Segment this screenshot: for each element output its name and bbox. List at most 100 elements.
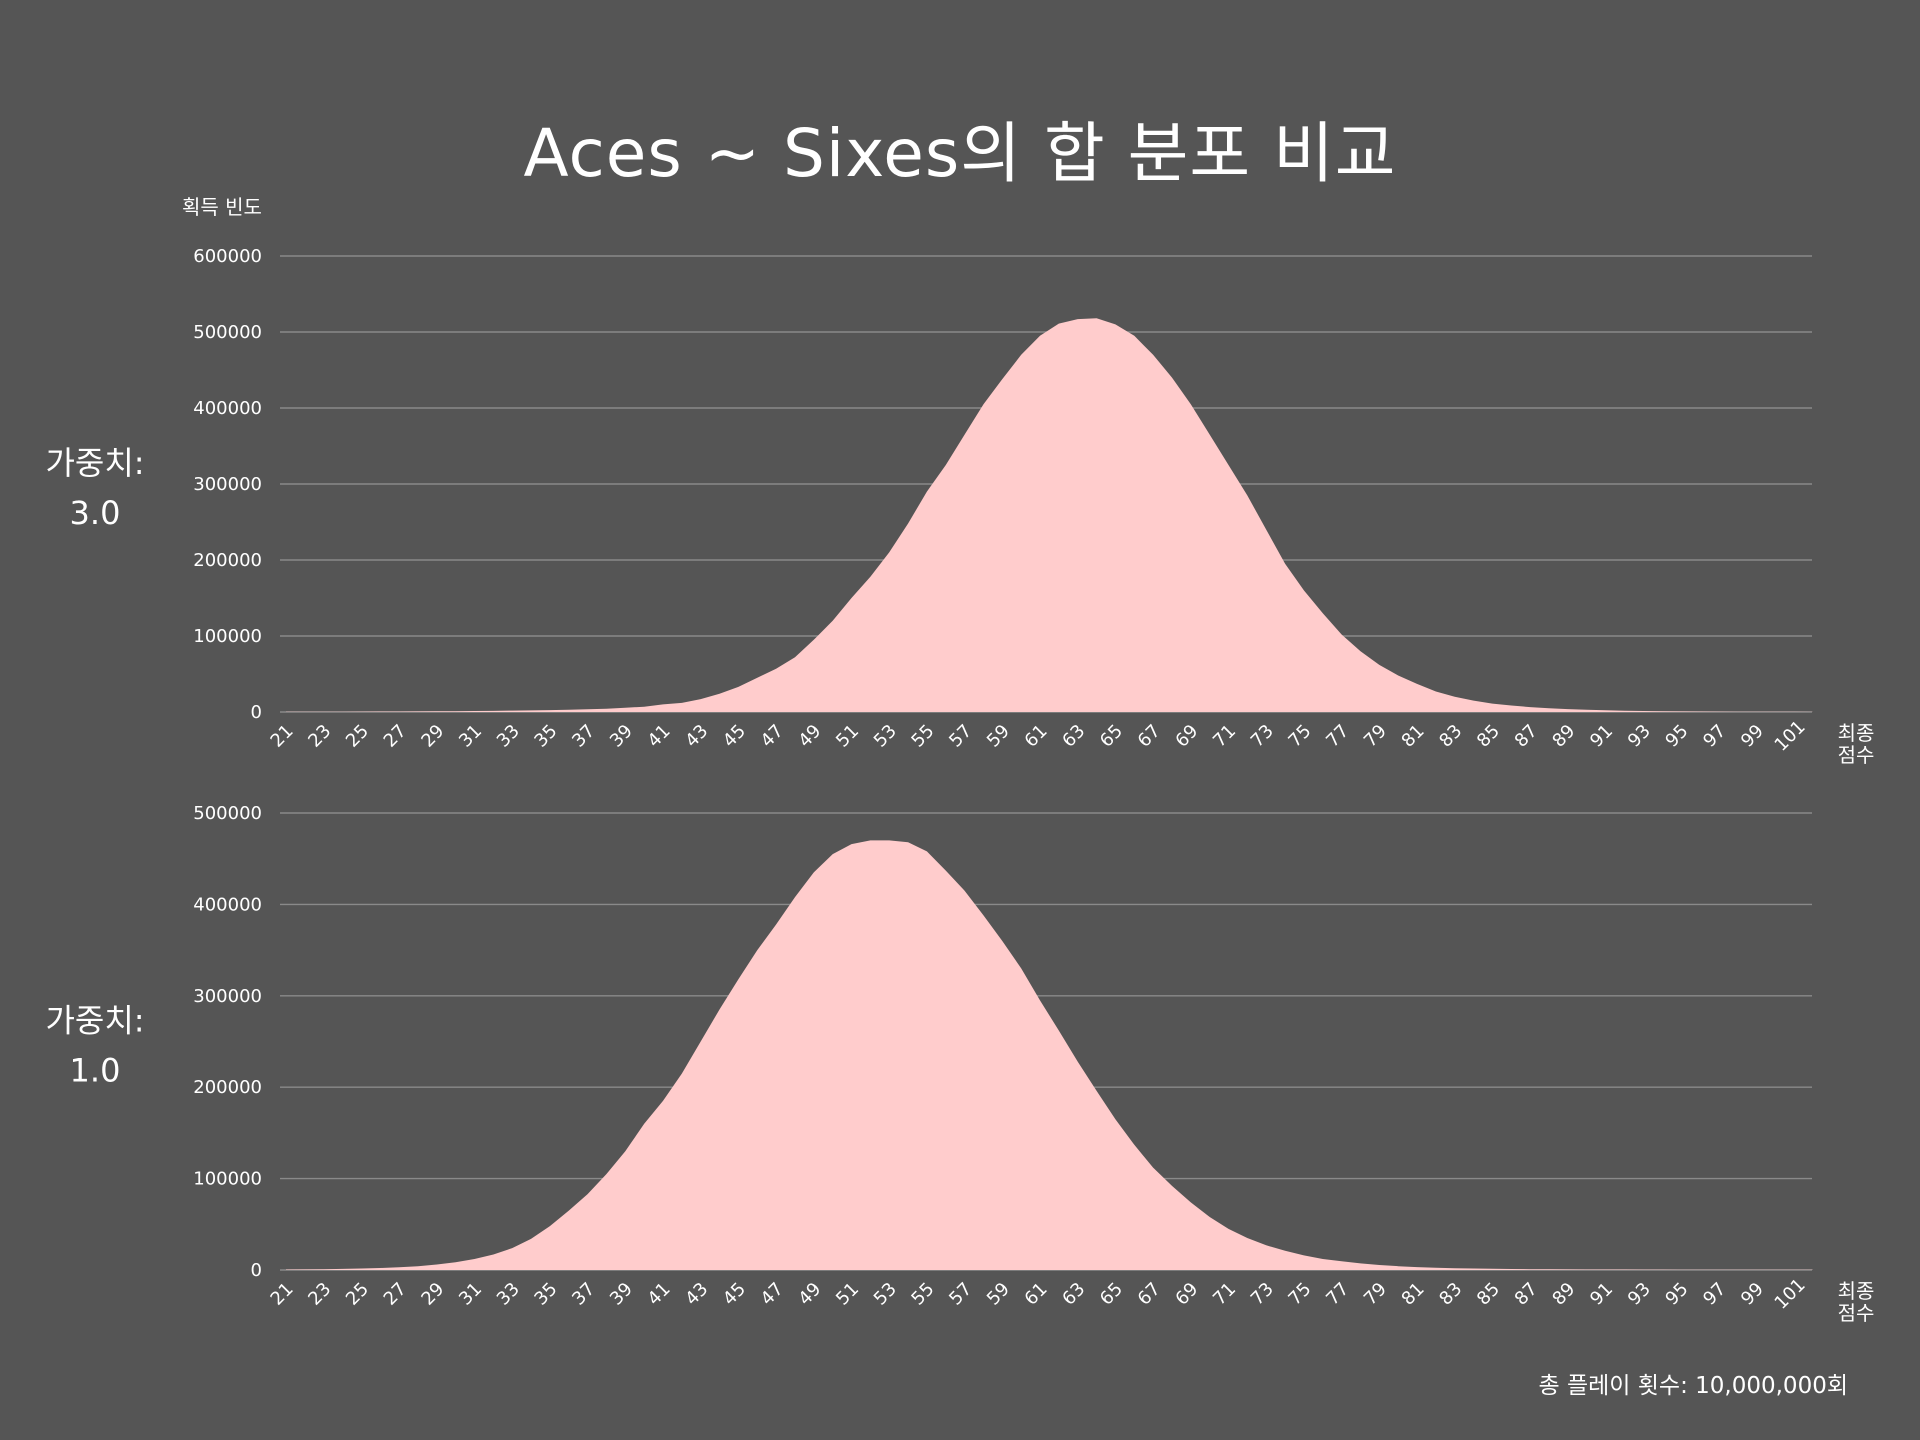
x-tick-label: 81 [1398, 1279, 1429, 1310]
x-tick-label: 25 [342, 721, 373, 752]
y-tick-label: 300000 [193, 986, 262, 1007]
x-tick-label: 81 [1398, 721, 1429, 752]
x-tick-label: 25 [342, 1279, 373, 1310]
play-count-footnote: 총 플레이 횟수: 10,000,000회 [1538, 1373, 1849, 1399]
x-tick-label: 51 [832, 721, 863, 752]
y-tick-label: 0 [251, 702, 262, 723]
x-tick-label: 59 [983, 1279, 1014, 1310]
x-tick-label: 63 [1058, 721, 1089, 752]
x-tick-label: 63 [1058, 1279, 1089, 1310]
x-tick-label: 65 [1096, 721, 1127, 752]
x-tick-label: 73 [1247, 1279, 1278, 1310]
x-tick-label: 97 [1699, 721, 1730, 752]
x-tick-label: 95 [1661, 721, 1692, 752]
x-tick-label: 79 [1360, 721, 1391, 752]
x-tick-label: 59 [983, 721, 1014, 752]
x-axis-title-line2: 점수 [1838, 743, 1875, 767]
y-tick-label: 100000 [193, 1169, 262, 1190]
x-tick-label: 45 [719, 1279, 750, 1310]
x-tick-label: 87 [1511, 1279, 1542, 1310]
distribution-area-2 [286, 840, 1813, 1270]
x-tick-label: 83 [1435, 721, 1466, 752]
x-tick-label: 45 [719, 721, 750, 752]
x-tick-label: 43 [681, 1279, 712, 1310]
x-tick-label: 21 [267, 721, 298, 752]
x-tick-label: 47 [757, 1279, 788, 1310]
x-tick-label: 49 [794, 721, 825, 752]
panel-label-line2: 3.0 [70, 494, 121, 532]
x-tick-label: 89 [1548, 721, 1579, 752]
x-tick-label: 91 [1586, 1279, 1617, 1310]
distribution-area-1 [286, 318, 1813, 712]
x-tick-label: 55 [907, 1279, 938, 1310]
x-tick-label: 57 [945, 1279, 976, 1310]
x-tick-label: 47 [757, 721, 788, 752]
x-tick-label: 21 [267, 1279, 298, 1310]
x-tick-label: 67 [1134, 1279, 1165, 1310]
x-tick-label: 91 [1586, 721, 1617, 752]
x-tick-label: 37 [568, 1279, 599, 1310]
x-tick-label: 67 [1134, 721, 1165, 752]
x-tick-label: 29 [417, 721, 448, 752]
x-tick-label: 69 [1171, 1279, 1202, 1310]
x-tick-label: 93 [1624, 1279, 1655, 1310]
x-tick-label: 93 [1624, 721, 1655, 752]
x-tick-label: 97 [1699, 1279, 1730, 1310]
x-tick-label: 29 [417, 1279, 448, 1310]
x-tick-label: 35 [530, 1279, 561, 1310]
x-tick-label: 49 [794, 1279, 825, 1310]
x-tick-label: 75 [1284, 1279, 1315, 1310]
y-tick-label: 300000 [193, 474, 262, 495]
x-tick-label: 51 [832, 1279, 863, 1310]
x-tick-label: 85 [1473, 721, 1504, 752]
x-tick-label: 33 [493, 721, 524, 752]
x-tick-label: 101 [1771, 1275, 1810, 1314]
x-tick-label: 23 [304, 721, 335, 752]
x-axis-title-line1: 최종 [1838, 721, 1875, 745]
x-tick-label: 61 [1021, 721, 1052, 752]
x-tick-label: 31 [455, 721, 486, 752]
x-tick-label: 65 [1096, 1279, 1127, 1310]
panel-label-line1: 가중치: [45, 444, 144, 482]
x-tick-label: 77 [1322, 721, 1353, 752]
x-tick-label: 41 [644, 1279, 675, 1310]
x-tick-label: 53 [870, 1279, 901, 1310]
y-tick-label: 200000 [193, 550, 262, 571]
y-tick-label: 0 [251, 1260, 262, 1281]
x-tick-label: 61 [1021, 1279, 1052, 1310]
x-tick-label: 33 [493, 1279, 524, 1310]
y-tick-label: 500000 [193, 803, 262, 824]
x-axis-title-line2: 점수 [1838, 1301, 1875, 1325]
x-tick-label: 35 [530, 721, 561, 752]
panel-label-line1: 가중치: [45, 1002, 144, 1040]
y-tick-label: 200000 [193, 1077, 262, 1098]
x-tick-label: 39 [606, 1279, 637, 1310]
x-tick-label: 101 [1771, 717, 1810, 756]
x-tick-label: 71 [1209, 721, 1240, 752]
x-tick-label: 23 [304, 1279, 335, 1310]
x-tick-label: 99 [1737, 721, 1768, 752]
x-tick-label: 31 [455, 1279, 486, 1310]
x-tick-label: 57 [945, 721, 976, 752]
y-axis-title: 획득 빈도 [182, 195, 262, 219]
x-tick-label: 87 [1511, 721, 1542, 752]
y-tick-label: 400000 [193, 894, 262, 915]
x-tick-label: 99 [1737, 1279, 1768, 1310]
x-tick-label: 85 [1473, 1279, 1504, 1310]
x-tick-label: 89 [1548, 1279, 1579, 1310]
x-axis-title-line1: 최종 [1838, 1279, 1875, 1303]
x-tick-label: 53 [870, 721, 901, 752]
x-tick-label: 77 [1322, 1279, 1353, 1310]
x-tick-label: 43 [681, 721, 712, 752]
x-tick-label: 37 [568, 721, 599, 752]
y-tick-label: 500000 [193, 322, 262, 343]
x-tick-label: 75 [1284, 721, 1315, 752]
x-tick-label: 27 [380, 1279, 411, 1310]
x-tick-label: 73 [1247, 721, 1278, 752]
x-tick-label: 55 [907, 721, 938, 752]
x-tick-label: 39 [606, 721, 637, 752]
x-tick-label: 69 [1171, 721, 1202, 752]
x-tick-label: 83 [1435, 1279, 1466, 1310]
x-tick-label: 79 [1360, 1279, 1391, 1310]
